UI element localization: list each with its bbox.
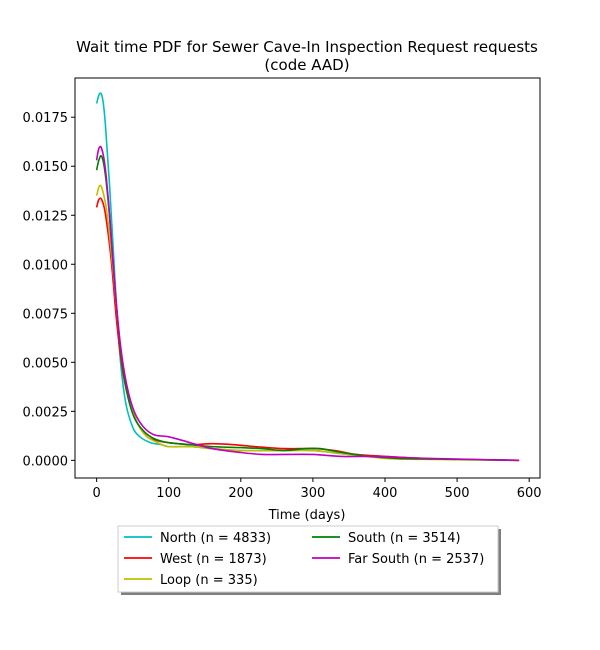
series-line-1 bbox=[95, 197, 520, 462]
x-axis-label: Time (days) bbox=[268, 508, 346, 523]
legend-label: West (n = 1873) bbox=[160, 552, 267, 567]
legend-label: North (n = 4833) bbox=[160, 531, 271, 546]
x-axis-ticks: 0 100 200 300 400 500 600 bbox=[92, 478, 542, 501]
y-tick-label: 0.0000 bbox=[23, 454, 69, 469]
y-tick-label: 0.0050 bbox=[23, 356, 69, 371]
x-tick-label: 200 bbox=[228, 486, 253, 501]
legend-items: North (n = 4833) West (n = 1873) Loop (n =… bbox=[124, 531, 484, 588]
x-tick-label: 0 bbox=[92, 486, 100, 501]
x-tick-label: 300 bbox=[300, 486, 325, 501]
legend: North (n = 4833) West (n = 1873) Loop (n =… bbox=[117, 525, 501, 595]
x-tick-label: 600 bbox=[517, 486, 542, 501]
chart-title-line-1: Wait time PDF for Sewer Cave-In Inspecti… bbox=[76, 38, 538, 56]
x-tick-label: 500 bbox=[445, 486, 470, 501]
series-line-2 bbox=[95, 184, 520, 462]
series-line-3 bbox=[95, 154, 520, 462]
y-tick-label: 0.0025 bbox=[23, 405, 69, 420]
series-line-4 bbox=[95, 145, 520, 462]
x-tick-label: 400 bbox=[373, 486, 398, 501]
chart-title-line-2: (code AAD) bbox=[264, 56, 349, 74]
y-tick-label: 0.0075 bbox=[23, 307, 69, 322]
x-tick-label: 100 bbox=[156, 486, 181, 501]
y-tick-label: 0.0100 bbox=[23, 258, 69, 273]
plot-frame bbox=[74, 77, 541, 479]
plot-lines bbox=[95, 92, 520, 462]
y-tick-label: 0.0150 bbox=[23, 160, 69, 175]
y-tick-label: 0.0125 bbox=[23, 209, 69, 224]
legend-box bbox=[117, 525, 499, 593]
legend-label: Far South (n = 2537) bbox=[348, 552, 484, 567]
legend-label: Loop (n = 335) bbox=[160, 573, 258, 588]
legend-label: South (n = 3514) bbox=[348, 531, 461, 546]
series-line-0 bbox=[95, 92, 520, 462]
y-tick-label: 0.0175 bbox=[23, 111, 69, 126]
y-axis-ticks: 0.0000 0.0025 0.0050 0.0075 0.0100 0.0125 0.01… bbox=[23, 111, 75, 469]
